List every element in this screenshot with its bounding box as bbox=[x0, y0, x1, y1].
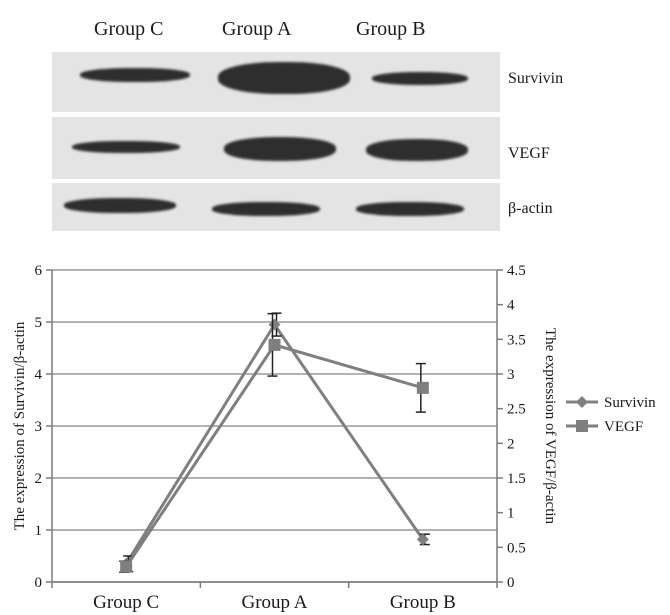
y2-tick-label: 3 bbox=[507, 367, 515, 383]
blot-strip-vegf bbox=[52, 117, 500, 179]
band-label-vegf: VEGF bbox=[508, 145, 550, 162]
blot-strip-survivin bbox=[52, 52, 500, 112]
y-tick-label: 5 bbox=[35, 315, 43, 331]
y2-tick-label: 0 bbox=[507, 575, 515, 591]
data-point-vegf bbox=[120, 560, 133, 573]
y-tick-label: 2 bbox=[35, 471, 43, 487]
band-vegf-group-a bbox=[224, 137, 336, 161]
series-line-vegf bbox=[124, 343, 424, 568]
y2-tick-label: 0.5 bbox=[507, 540, 526, 556]
series-line-survivin bbox=[124, 321, 425, 565]
band-label-beta-actin: β-actin bbox=[508, 200, 553, 217]
blot-strip-beta-actin bbox=[52, 183, 500, 231]
band-beta-actin-group-b bbox=[356, 202, 464, 216]
data-point-survivin bbox=[416, 533, 429, 546]
lane-header-group-c: Group C bbox=[94, 18, 164, 40]
y-axis-title: The expression of Survivin/β-actin bbox=[12, 321, 28, 530]
y2-tick-label: 3.5 bbox=[507, 332, 526, 348]
y2-tick-label: 2 bbox=[507, 436, 515, 452]
y-tick-label: 6 bbox=[35, 263, 43, 279]
lane-header-group-b: Group B bbox=[356, 18, 426, 40]
data-point-survivin bbox=[268, 318, 281, 331]
legend-label-survivin: Survivin bbox=[604, 395, 656, 411]
legend-marker-survivin bbox=[576, 396, 588, 408]
y2-axis-title: The expression of VEGF/β-actin bbox=[542, 328, 558, 525]
band-survivin-group-c bbox=[80, 68, 190, 82]
x-tick-label: Group C bbox=[93, 592, 159, 613]
data-point-vegf bbox=[268, 338, 281, 351]
y2-tick-label: 4 bbox=[507, 298, 515, 314]
expression-line-chart: 0 1 2 3 4 5 6 0 0.5 1 1.5 2 2.5 3 3.5 4 4.5 Group C Group … bbox=[12, 263, 656, 613]
legend-label-vegf: VEGF bbox=[604, 419, 643, 435]
band-beta-actin-group-c bbox=[64, 198, 176, 213]
y-tick-label: 0 bbox=[35, 575, 43, 591]
y-tick-label: 3 bbox=[35, 419, 43, 435]
y2-tick-label: 2.5 bbox=[507, 402, 526, 418]
x-tick-label: Group A bbox=[242, 592, 308, 613]
lane-header-group-a: Group A bbox=[222, 18, 292, 40]
y2-tick-label: 4.5 bbox=[507, 263, 526, 279]
band-vegf-group-b bbox=[366, 139, 468, 161]
y-tick-label: 1 bbox=[35, 523, 43, 539]
legend-marker-vegf bbox=[576, 420, 588, 432]
y2-tick-label: 1 bbox=[507, 506, 515, 522]
band-label-survivin: Survivin bbox=[508, 70, 564, 87]
band-survivin-group-a bbox=[218, 62, 350, 94]
y-tick-label: 4 bbox=[35, 367, 43, 383]
band-beta-actin-group-a bbox=[212, 202, 320, 216]
data-point-vegf bbox=[416, 381, 429, 394]
band-vegf-group-c bbox=[72, 141, 180, 153]
y2-tick-label: 1.5 bbox=[507, 471, 526, 487]
x-tick-label: Group B bbox=[390, 592, 456, 613]
band-survivin-group-b bbox=[372, 72, 468, 85]
